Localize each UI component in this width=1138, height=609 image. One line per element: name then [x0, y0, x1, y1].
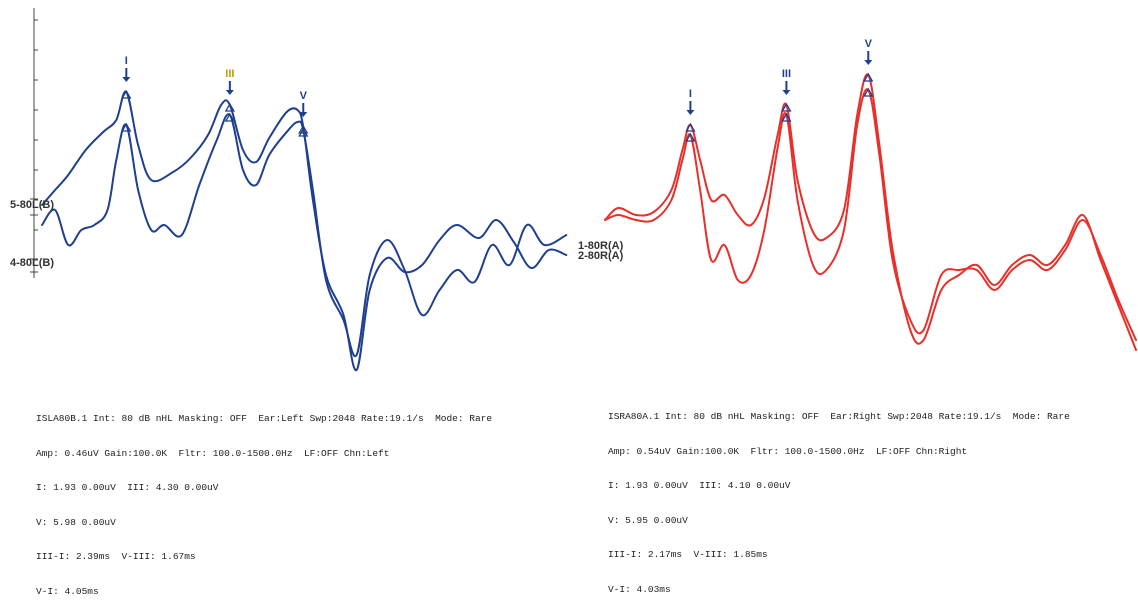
peak-III: III: [781, 68, 792, 122]
peak-label: III: [782, 68, 791, 80]
peak-triangle: [685, 132, 696, 142]
info-line: V-I: 4.05ms: [36, 585, 99, 597]
peak-triangle: [121, 122, 132, 132]
peak-triangle: [298, 124, 309, 134]
info-line: ISLA80B.1 Int: 80 dB nHL Masking: OFF Ea…: [36, 413, 493, 424]
peak-triangle: [224, 112, 235, 122]
peak-label: V: [865, 38, 873, 50]
trace-label: 5-80L(B): [10, 199, 54, 211]
waveform-1-80R(A): [604, 73, 1137, 351]
trace-label: 2-80R(A): [578, 250, 624, 262]
peak-triangle: [863, 87, 874, 97]
info-line: V: 5.95 0.00uV: [608, 514, 688, 526]
peak-label: I: [125, 55, 128, 67]
peak-arrowhead: [299, 112, 308, 117]
info-line: ISRA80A.1 Int: 80 dB nHL Masking: OFF Ea…: [608, 411, 1070, 422]
peak-triangle: [298, 127, 309, 137]
left-recording-info: ISLA80B.1 Int: 80 dB nHL Masking: OFF Ea…: [36, 390, 596, 609]
peak-V: V: [863, 38, 874, 97]
y-axis: [30, 8, 38, 278]
peak-arrowhead: [864, 60, 873, 65]
peak-arrowhead: [225, 90, 234, 95]
peak-label: I: [689, 88, 692, 100]
info-line: V-I: 4.03ms: [608, 583, 671, 595]
peak-triangle: [121, 89, 132, 99]
info-line: Amp: 0.46uV Gain:100.0K Fltr: 100.0-1500…: [36, 447, 390, 459]
trace-label: 4-80L(B): [10, 257, 54, 269]
peak-triangle: [781, 102, 792, 112]
info-line: I: 1.93 0.00uV III: 4.30 0.00uV: [36, 482, 219, 493]
peak-I: I: [121, 55, 132, 132]
peak-III: III: [224, 68, 235, 122]
peak-arrowhead: [686, 110, 695, 115]
info-line: III-I: 2.17ms V-III: 1.85ms: [608, 549, 768, 560]
peak-V: V: [298, 90, 309, 137]
peak-triangle: [781, 112, 792, 122]
peak-arrowhead: [122, 77, 131, 82]
peak-triangle: [685, 122, 696, 132]
info-line: V: 5.98 0.00uV: [36, 516, 116, 528]
right-recording-info: ISRA80A.1 Int: 80 dB nHL Masking: OFF Ea…: [608, 388, 1136, 607]
peak-I: I: [685, 88, 696, 142]
info-line: Amp: 0.54uV Gain:100.0K Fltr: 100.0-1500…: [608, 445, 968, 457]
peak-arrowhead: [782, 90, 791, 95]
peak-triangle: [224, 102, 235, 112]
peak-label: III: [225, 68, 234, 80]
info-line: III-I: 2.39ms V-III: 1.67ms: [36, 551, 196, 562]
waveform-4-80L(B): [41, 113, 568, 358]
info-line: I: 1.93 0.00uV III: 4.10 0.00uV: [608, 480, 791, 491]
peak-label: V: [300, 90, 308, 102]
trace-label: 1-80R(A): [578, 240, 624, 252]
waveform-2-80R(A): [604, 88, 1137, 341]
peak-triangle: [863, 72, 874, 82]
